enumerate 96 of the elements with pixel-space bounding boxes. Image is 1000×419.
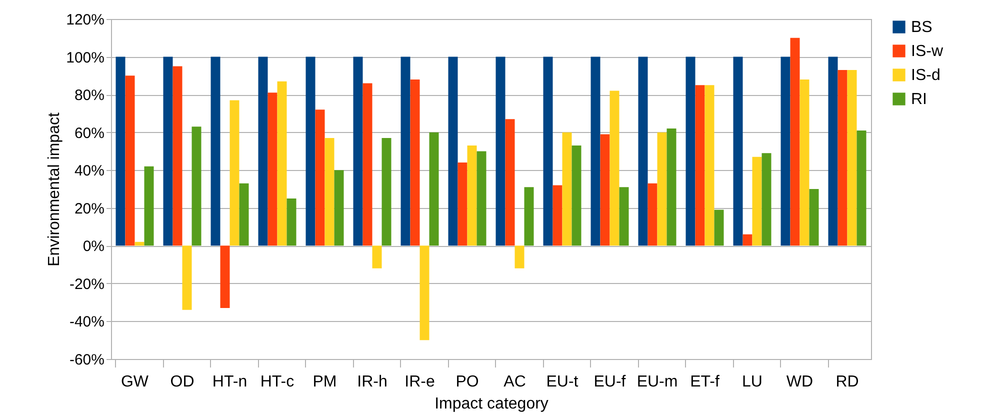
y-tick-label: 0%	[82, 238, 104, 256]
bar	[505, 119, 515, 246]
bar	[163, 56, 173, 246]
bar	[695, 85, 705, 246]
x-tick-label: GW	[120, 374, 150, 390]
x-axis-title: Impact category	[434, 396, 548, 412]
bar	[838, 70, 848, 246]
bar	[410, 79, 420, 246]
y-tick-label: 40%	[74, 162, 104, 180]
bar	[496, 56, 506, 246]
x-tick-label: WD	[786, 374, 814, 390]
bar	[514, 246, 524, 268]
bar	[733, 56, 743, 246]
bar	[524, 187, 534, 246]
bar	[856, 130, 866, 246]
bar	[448, 56, 458, 246]
x-tick-label: EU-m	[636, 374, 678, 390]
bar	[315, 110, 325, 246]
bar	[742, 234, 752, 246]
bar	[125, 76, 135, 246]
x-tick-label: PM	[312, 374, 337, 390]
y-tick-label: 60%	[74, 124, 104, 142]
bar	[334, 170, 344, 246]
bar	[268, 92, 278, 246]
bar	[192, 126, 202, 246]
bar	[543, 56, 553, 246]
bar	[324, 138, 334, 246]
y-tick-label: -40%	[69, 314, 104, 331]
bar	[144, 166, 154, 246]
x-tick-label: AC	[504, 374, 526, 390]
bar	[420, 246, 430, 340]
bar	[610, 90, 620, 246]
bar	[382, 138, 392, 246]
bar	[562, 132, 572, 246]
bar	[714, 210, 724, 246]
bar	[666, 128, 676, 246]
bar	[762, 153, 772, 246]
bar	[286, 198, 296, 246]
bar	[116, 56, 126, 246]
bar	[400, 56, 410, 246]
bar	[780, 56, 790, 246]
bar	[182, 246, 192, 310]
bar	[828, 56, 838, 246]
bar	[134, 242, 144, 246]
bar	[648, 183, 658, 246]
bar	[600, 134, 610, 246]
bar	[847, 70, 857, 246]
y-axis-title: Environmental impact	[46, 112, 64, 266]
bar	[638, 56, 648, 246]
bar	[704, 85, 714, 246]
bar	[306, 56, 316, 246]
bar	[429, 132, 439, 246]
x-tick-label: EU-f	[594, 374, 626, 390]
bar	[552, 185, 562, 246]
x-tick-label: RD	[836, 374, 859, 390]
bar	[476, 151, 486, 246]
y-tick-label: 120%	[66, 12, 104, 28]
legend-label: BS	[911, 19, 932, 36]
bar	[210, 56, 220, 246]
bar	[657, 132, 667, 246]
bar	[172, 66, 182, 246]
bar	[372, 246, 382, 268]
bar	[467, 146, 477, 246]
bar	[590, 56, 600, 246]
bar	[239, 183, 249, 246]
y-tick-label: 80%	[74, 87, 104, 104]
x-tick-label: OD	[170, 374, 194, 390]
x-tick-label: HT-n	[212, 374, 248, 390]
bar	[258, 56, 268, 246]
x-tick-label: IR-h	[357, 374, 388, 390]
bar	[353, 56, 363, 246]
bar	[230, 100, 240, 246]
y-tick-label: -60%	[69, 352, 104, 368]
bar	[220, 246, 230, 308]
bar	[686, 56, 696, 246]
x-tick-label: EU-t	[546, 374, 579, 390]
x-tick-label: HT-c	[260, 374, 294, 390]
legend-label: IS-d	[911, 67, 940, 84]
y-tick-label: 100%	[66, 49, 104, 66]
x-tick-label: PO	[456, 374, 479, 390]
x-tick-label: ET-f	[690, 374, 720, 390]
bar	[458, 162, 468, 246]
bar	[800, 79, 810, 246]
bar	[790, 38, 800, 246]
bar	[619, 187, 629, 246]
bar	[809, 189, 819, 246]
legend-label: RI	[911, 91, 927, 108]
y-tick-label: 20%	[74, 200, 104, 218]
x-tick-label: IR-e	[404, 374, 435, 390]
bar	[277, 81, 287, 246]
bar	[362, 83, 372, 246]
bar	[752, 156, 762, 246]
legend-label: IS-w	[911, 43, 944, 60]
bar	[572, 146, 582, 246]
y-tick-label: -20%	[69, 276, 104, 293]
x-tick-label: LU	[742, 374, 762, 390]
